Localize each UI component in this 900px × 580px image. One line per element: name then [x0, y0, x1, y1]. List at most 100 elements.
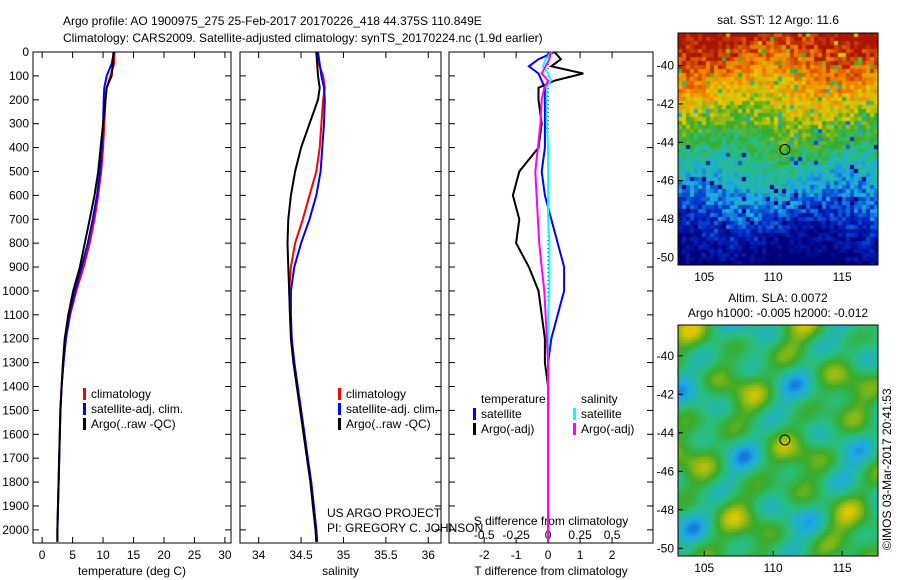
legend-swatch	[473, 423, 476, 435]
lon-tick-label: 110	[764, 561, 783, 575]
legend-swatch	[83, 403, 86, 415]
legend-swatch	[83, 388, 86, 400]
lat-tick-label: -44	[657, 426, 675, 440]
sla-map-canvas	[678, 325, 878, 556]
x-tick-label: 34.5	[289, 548, 313, 562]
x-tick-label: 20	[157, 548, 171, 562]
legend-title: temperature	[481, 392, 546, 406]
legend-swatch	[338, 388, 341, 400]
lat-tick-label: -42	[657, 97, 675, 111]
lat-tick-label: -48	[657, 212, 675, 226]
y-tick-label: 1800	[2, 475, 29, 489]
y-tick-label: 1700	[2, 451, 29, 465]
x-tick-label: 5	[69, 548, 76, 562]
y-tick-label: 800	[9, 236, 29, 250]
panel-temperature: 0100200300400500600700800900100011001200…	[2, 45, 232, 578]
legend-swatch	[473, 408, 476, 420]
lon-tick-label: 115	[833, 270, 852, 284]
x-tick-label: 25	[188, 548, 202, 562]
y-tick-label: 1100	[3, 308, 29, 322]
legend-label: climatology	[91, 387, 151, 401]
y-tick-label: 700	[9, 212, 29, 226]
x-tick-label: -1	[511, 548, 522, 562]
legend-label: satellite-adj. clim.	[346, 402, 438, 416]
y-tick-label: 1500	[2, 403, 29, 417]
s-axis-label: S difference from climatology	[474, 514, 629, 528]
x-axis-label: salinity	[322, 564, 359, 578]
lat-tick-label: -40	[657, 59, 675, 73]
y-tick-label: 1400	[2, 380, 29, 394]
legend-label: satellite	[481, 407, 522, 421]
s-tick-label: 0.25	[568, 528, 592, 542]
x-tick-label: 15	[127, 548, 141, 562]
y-tick-label: 600	[9, 188, 29, 202]
series-s-argo-adj-	[534, 51, 552, 542]
legend-swatch	[338, 403, 341, 415]
x-tick-label: -2	[479, 548, 490, 562]
x-tick-label: 35	[337, 548, 351, 562]
s-tick-label: 0.5	[604, 528, 621, 542]
credit-line-1: US ARGO PROJECT	[327, 506, 442, 520]
legend-label: Argo(..raw -QC)	[91, 417, 176, 431]
series-argo-raw-qc-	[286, 51, 321, 542]
legend-swatch	[83, 418, 86, 430]
argo-location-marker	[779, 434, 791, 446]
legend-label: Argo(-adj)	[481, 422, 534, 436]
title-line-2: Climatology: CARS2009. Satellite-adjuste…	[63, 31, 543, 45]
title-line-1: Argo profile: AO 1900975_275 25-Feb-2017…	[63, 14, 482, 28]
lon-tick-label: 115	[833, 561, 852, 575]
x-tick-label: 30	[218, 548, 232, 562]
y-tick-label: 0	[22, 45, 29, 59]
lon-tick-label: 105	[694, 270, 714, 284]
lat-tick-label: -48	[657, 503, 675, 517]
x-axis-label: temperature (deg C)	[78, 564, 186, 578]
y-tick-label: 900	[9, 260, 29, 274]
s-tick-label: -0.25	[502, 528, 530, 542]
axes-frame	[239, 51, 442, 544]
lon-tick-label: 110	[764, 270, 783, 284]
legend-label: climatology	[346, 387, 406, 401]
credit-line-2: PI: GREGORY C. JOHNSON	[327, 521, 483, 535]
legend-label: Argo(-adj)	[581, 422, 634, 436]
y-tick-label: 1600	[2, 427, 29, 441]
x-tick-label: 2	[609, 548, 616, 562]
map-frame	[677, 324, 879, 557]
map-title-2: Argo h1000: -0.005 h2000: -0.012	[688, 306, 868, 320]
panel-difference: -2 -1 0 1 2 T difference from climatology -0.5…	[448, 51, 654, 578]
y-tick-label: 400	[9, 141, 29, 155]
legend-swatch	[338, 418, 341, 430]
x-tick-label: 0	[39, 548, 46, 562]
y-tick-label: 1300	[2, 356, 29, 370]
argo-location-marker	[779, 143, 791, 155]
legend-label: satellite-adj. clim.	[91, 402, 183, 416]
legend-swatch	[573, 423, 576, 435]
lat-tick-label: -42	[657, 387, 675, 401]
lat-tick-label: -46	[657, 464, 675, 478]
x-axis-label: T difference from climatology	[474, 564, 628, 578]
lat-tick-label: -40	[657, 349, 675, 363]
lat-tick-label: -50	[657, 541, 675, 555]
y-tick-label: 1200	[2, 332, 29, 346]
x-tick-label: 0	[545, 548, 552, 562]
s-tick-label: -0.5	[474, 528, 495, 542]
legend-label: satellite	[581, 407, 622, 421]
sst-map-canvas	[678, 33, 878, 265]
map-title-1: Altim. SLA: 0.0072	[728, 291, 828, 305]
lat-tick-label: -46	[657, 174, 675, 188]
sst_map: 105 110 115 -40 -42 -44 -46 -48 -50 sat. SST: 12 …	[657, 13, 879, 284]
y-tick-label: 300	[9, 117, 29, 131]
y-tick-label: 1900	[2, 499, 29, 513]
imos-timestamp: ©IMOS 03-Mar-2017 20:41:53	[880, 388, 894, 550]
lat-tick-label: -44	[657, 135, 675, 149]
lon-tick-label: 105	[694, 561, 714, 575]
map-frame	[677, 32, 879, 266]
y-tick-label: 2000	[2, 523, 29, 537]
lat-tick-label: -50	[657, 250, 675, 264]
x-tick-label: 10	[96, 548, 110, 562]
axes-frame	[32, 51, 232, 544]
map-title: sat. SST: 12 Argo: 11.6	[717, 13, 839, 27]
panel-salinity: 34 34.5 35 35.5 36 salinity climatologysatelli…	[239, 51, 442, 578]
x-tick-label: 35.5	[374, 548, 398, 562]
